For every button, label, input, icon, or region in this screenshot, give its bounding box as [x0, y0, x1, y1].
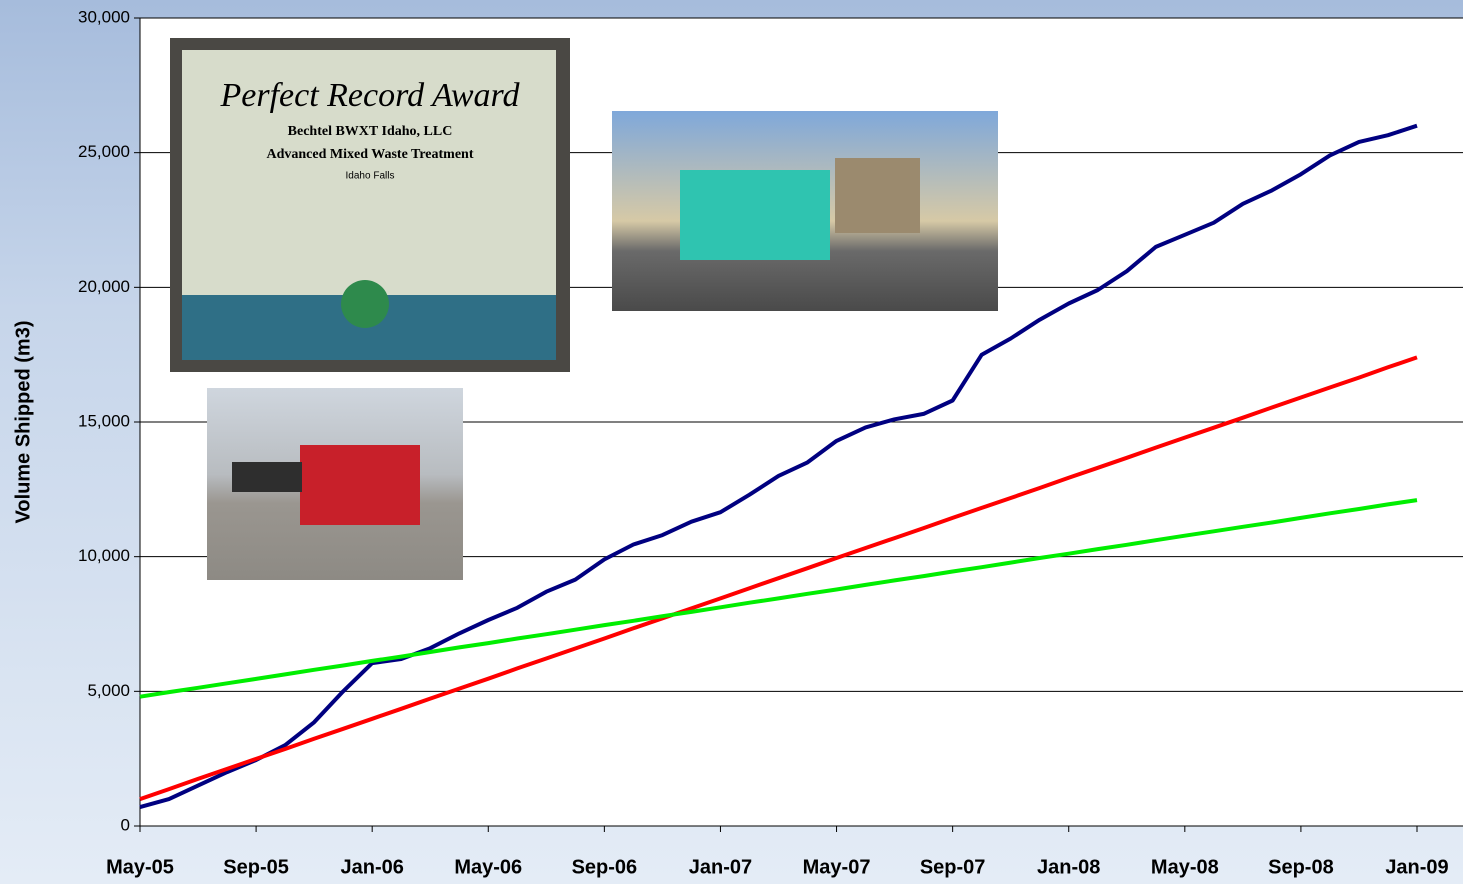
y-tick-label: 0 [121, 815, 130, 834]
truck-load [232, 462, 302, 492]
x-tick-label: May-07 [803, 856, 871, 878]
x-tick-label: Jan-06 [340, 856, 403, 878]
x-tick-label: Jan-08 [1037, 856, 1100, 878]
x-tick-label: Sep-05 [223, 856, 289, 878]
x-tick-label: Sep-06 [572, 856, 638, 878]
y-tick-label: 5,000 [87, 681, 130, 700]
truck-load [835, 158, 920, 233]
plaque-title: Perfect Record Award [219, 77, 520, 114]
truck-cab [680, 170, 830, 260]
plaque-seal [341, 280, 389, 328]
chart: Perfect Record Award Bechtel BWXT Idaho,… [0, 0, 1463, 884]
x-tick-label: May-05 [106, 856, 174, 878]
y-tick-label: 30,000 [78, 7, 130, 26]
x-tick-label: May-06 [454, 856, 522, 878]
y-tick-label: 15,000 [78, 411, 130, 430]
x-tick-label: Sep-07 [920, 856, 986, 878]
x-tick-label: Jan-07 [689, 856, 752, 878]
y-tick-label: 25,000 [78, 142, 130, 161]
y-tick-label: 10,000 [78, 546, 130, 565]
x-tick-label: May-08 [1151, 856, 1219, 878]
x-tick-label: Jan-09 [1385, 856, 1448, 878]
x-tick-label: Sep-08 [1268, 856, 1334, 878]
truck-cab [300, 445, 420, 525]
y-axis-label: Volume Shipped (m3) [12, 321, 34, 524]
plaque-line: Advanced Mixed Waste Treatment [266, 147, 473, 162]
plaque-line: Bechtel BWXT Idaho, LLC [288, 124, 453, 139]
plaque-line: Idaho Falls [346, 171, 395, 182]
y-tick-label: 20,000 [78, 277, 130, 296]
